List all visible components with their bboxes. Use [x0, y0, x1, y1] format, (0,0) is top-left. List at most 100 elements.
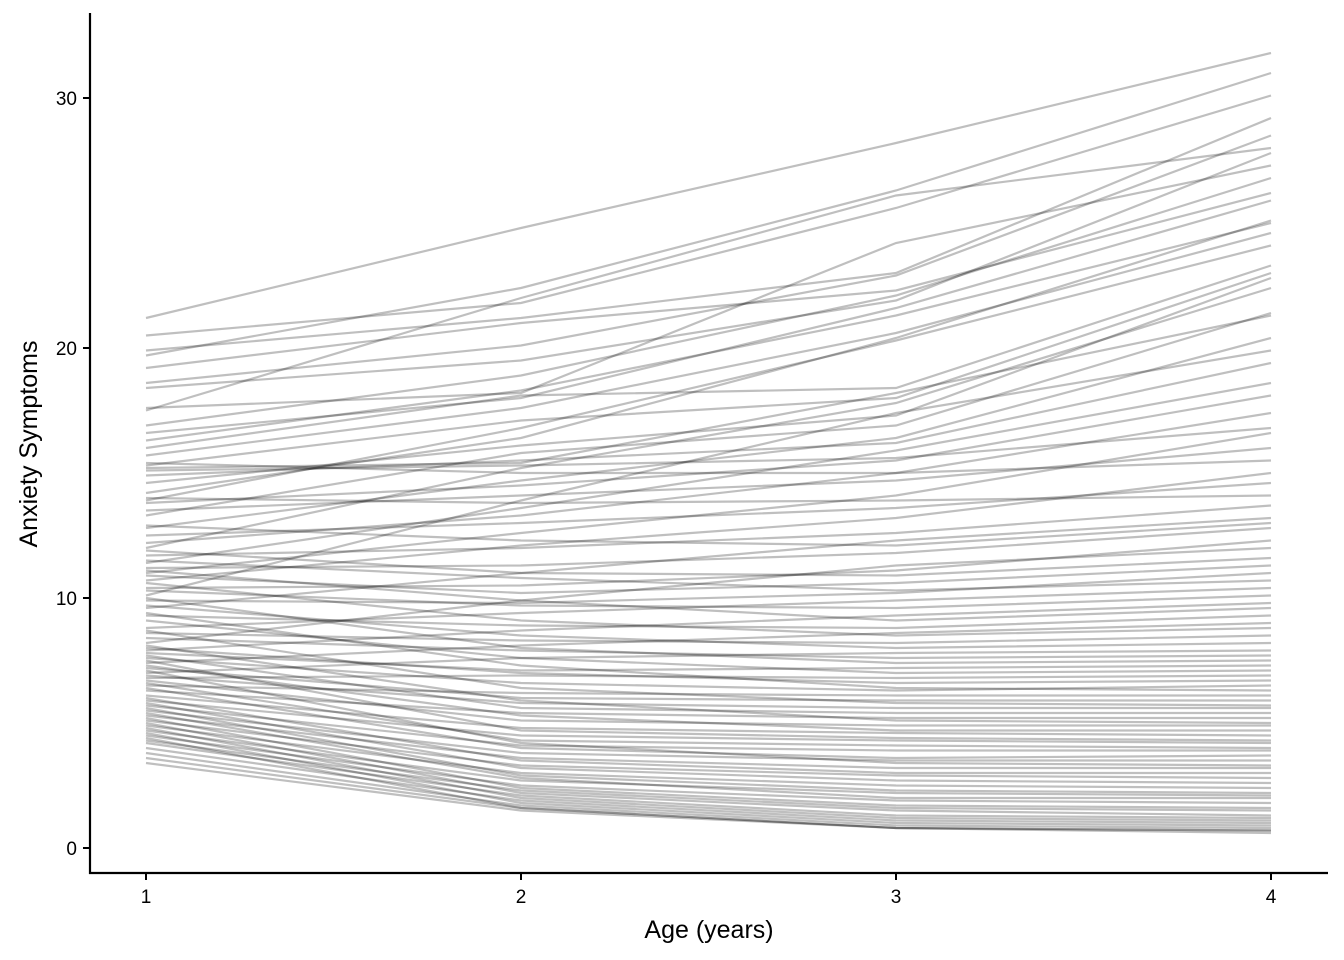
trajectory-line: [145, 726, 1272, 822]
y-tick-label: 10: [56, 589, 77, 610]
trajectory-line: [145, 521, 1272, 547]
trajectory-line: [145, 581, 1272, 637]
trajectory-line: [145, 666, 1271, 702]
trajectory-line: [145, 394, 1272, 505]
trajectory-line: [145, 151, 1272, 390]
trajectory-line: [145, 756, 1272, 832]
trajectory-line: [145, 746, 1272, 825]
trajectory-line: [145, 199, 1272, 435]
trajectory-line: [145, 336, 1272, 530]
trajectory-line: [145, 694, 1272, 737]
trajectory-line: [145, 286, 1272, 550]
trajectory-line: [145, 94, 1272, 337]
trajectory-line: [145, 704, 1271, 752]
trajectory-line: [145, 659, 1272, 742]
trajectory-line: [145, 651, 1272, 672]
trajectory-line: [145, 731, 1272, 827]
trajectory-line: [145, 711, 1271, 800]
trajectory-line: [145, 164, 1272, 410]
trajectory-line: [145, 741, 1272, 820]
trajectory-line: [145, 459, 1272, 475]
x-tick-label: 2: [516, 887, 527, 908]
trajectory-line: [145, 549, 1272, 577]
trajectory-line: [145, 264, 1272, 450]
y-axis-title: Anxiety Symptoms: [15, 340, 43, 547]
trajectory-line: [145, 446, 1272, 512]
trajectory-line: [145, 674, 1271, 710]
trajectory-line: [145, 71, 1272, 357]
trajectory-line: [145, 586, 1272, 630]
trajectory-line: [145, 314, 1272, 470]
trajectory-line: [145, 684, 1271, 697]
trajectory-line: [145, 349, 1272, 597]
trajectory-line: [145, 714, 1271, 770]
trajectory-line: [145, 176, 1272, 427]
trajectory-line: [145, 589, 1272, 610]
trajectory-line: [145, 761, 1272, 835]
trajectory-line: [145, 631, 1272, 645]
trajectory-line: [145, 649, 1272, 675]
trajectory-line: [145, 721, 1272, 817]
trajectory-line: [145, 621, 1272, 665]
trajectory-line: [145, 116, 1272, 352]
trajectory-line: [145, 219, 1272, 495]
trajectory-line: [145, 709, 1271, 762]
trajectory-line: [145, 146, 1272, 412]
trajectory-line: [145, 689, 1271, 720]
x-axis-ticks: 1 2 3 4: [141, 873, 1277, 908]
trajectory-line: [145, 614, 1272, 630]
trajectory-line: [145, 546, 1272, 645]
trajectory-line: [145, 271, 1272, 467]
trajectory-line: [145, 426, 1272, 472]
trajectory-line: [145, 644, 1272, 725]
trajectory-line: [145, 696, 1271, 775]
trajectory-line: [145, 729, 1272, 797]
trajectory-line: [145, 191, 1272, 370]
trajectory-line: [145, 51, 1272, 320]
trajectory-line: [145, 361, 1272, 477]
y-tick-label: 20: [56, 339, 77, 360]
x-tick-label: 3: [891, 887, 902, 908]
y-tick-label: 30: [56, 89, 77, 110]
trajectory-line: [145, 734, 1272, 805]
trajectory-line: [145, 739, 1272, 812]
trajectory-line: [145, 751, 1272, 830]
trajectory-line: [145, 569, 1272, 622]
trajectory-line: [145, 679, 1271, 727]
trajectory-line: [145, 664, 1271, 732]
trajectory-line: [145, 706, 1272, 795]
trajectory-line: [145, 526, 1272, 570]
trajectory-line: [145, 736, 1272, 832]
trajectory-line: [145, 231, 1272, 457]
trajectory-line: [145, 311, 1272, 517]
x-tick-label: 4: [1266, 887, 1277, 908]
trajectory-line: [145, 646, 1272, 685]
trajectory-line: [145, 481, 1272, 537]
trajectory-line: [145, 411, 1272, 545]
trajectory-line: [145, 539, 1272, 590]
trajectory-line: [145, 629, 1272, 707]
trajectory-lines: [145, 51, 1272, 835]
trajectory-line: [145, 221, 1272, 442]
y-axis-ticks: 0 10 20 30: [56, 89, 90, 860]
trajectory-line: [145, 134, 1272, 385]
trajectory-line: [145, 701, 1272, 785]
trajectory-line: [145, 656, 1272, 692]
trajectory-line: [145, 716, 1272, 810]
trajectory-line: [145, 504, 1272, 557]
trajectory-line: [145, 559, 1272, 592]
trajectory-line: [145, 601, 1272, 652]
trajectory-line: [145, 431, 1272, 575]
trajectory-line: [145, 494, 1272, 505]
trajectory-line: [145, 719, 1272, 780]
trajectory-line: [145, 564, 1272, 595]
trajectory-line: [145, 471, 1272, 582]
trajectory-line: [145, 244, 1272, 502]
trajectory-line: [145, 611, 1272, 692]
trajectory-line: [145, 636, 1272, 660]
trajectory-line: [145, 724, 1272, 790]
trajectory-line: [145, 654, 1271, 715]
x-tick-label: 1: [141, 887, 152, 908]
trajectory-line: [145, 669, 1272, 767]
